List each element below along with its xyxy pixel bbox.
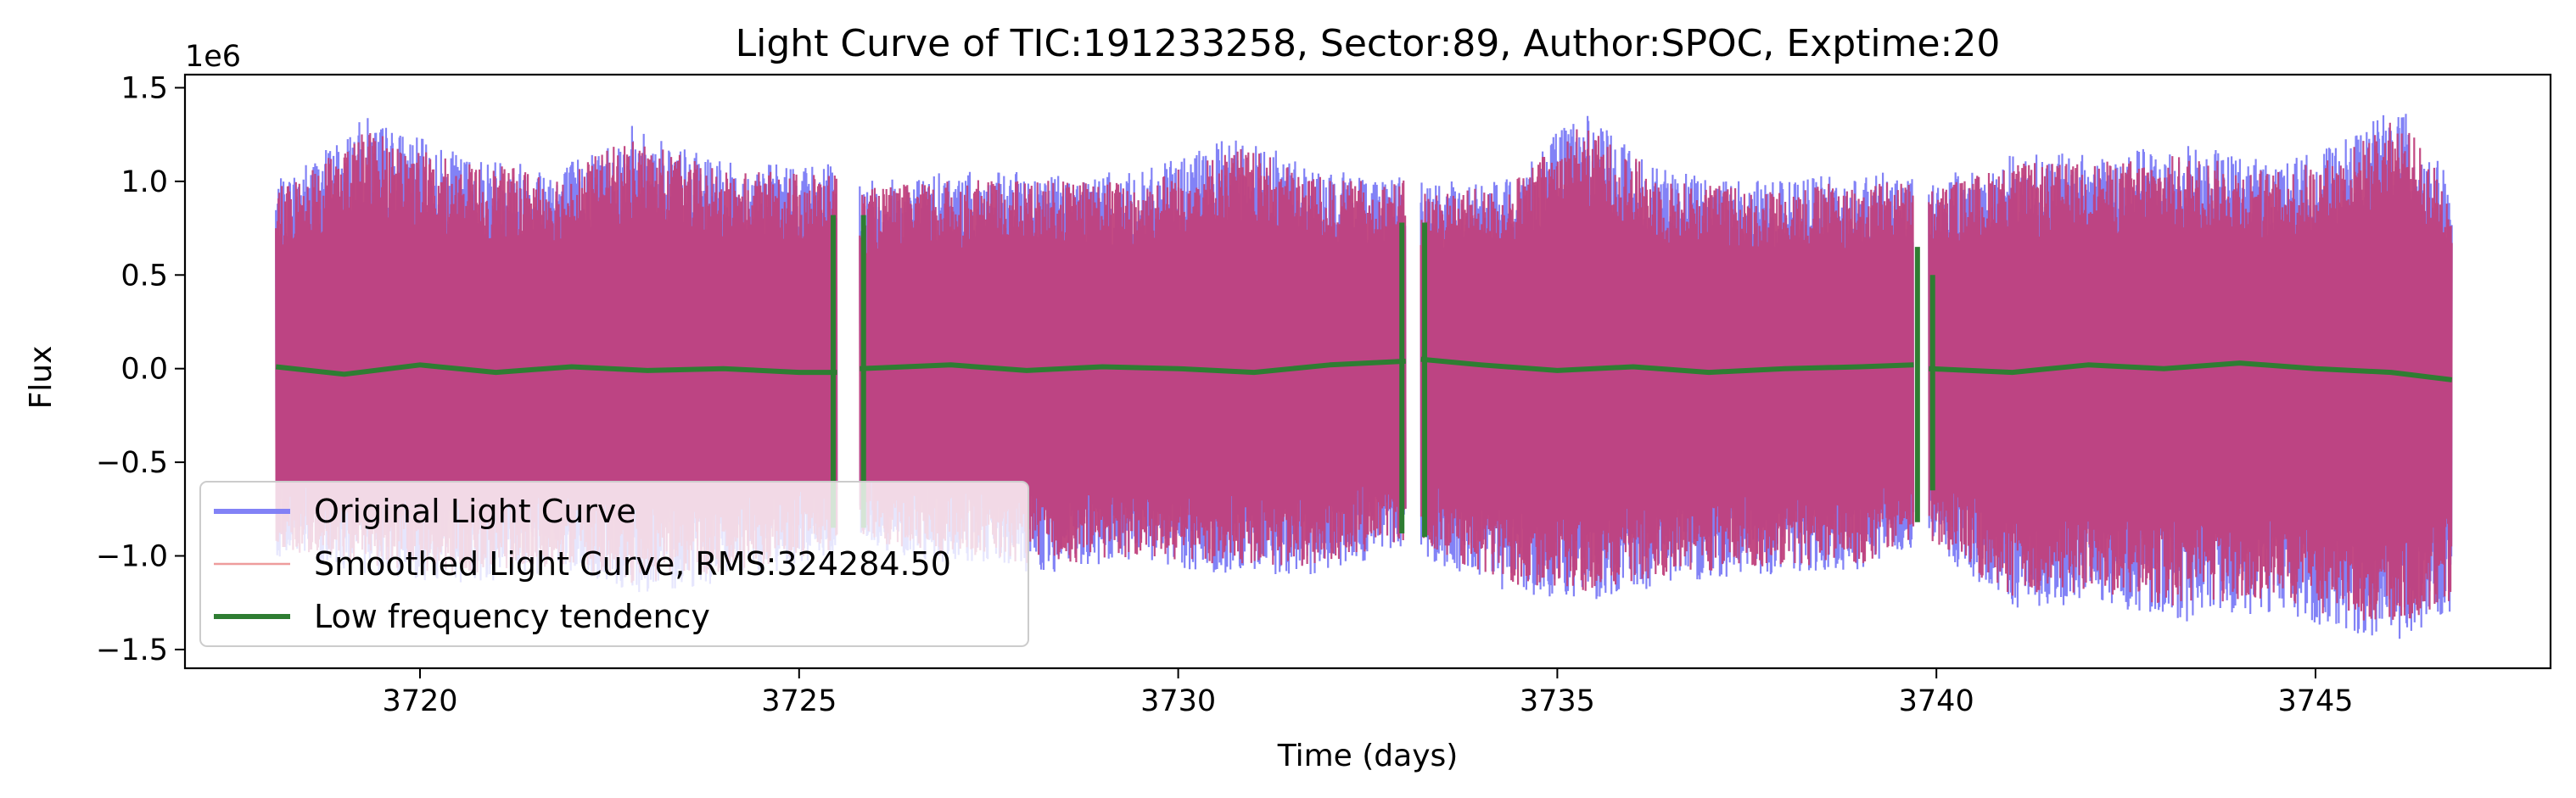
x-axis-label: Time (days) (1277, 739, 1459, 773)
legend-label-1: Original Light Curve (314, 493, 636, 530)
low-frequency-tendency-segment-1 (275, 362, 837, 377)
smoothed-light-curve-segment-3 (1420, 129, 1915, 591)
x-axis: 3720 3725 3730 3735 3740 3745 (382, 668, 2354, 718)
y-axis: −1.5 −1.0 −0.5 0.0 0.5 1.0 1.5 (96, 71, 185, 667)
y-axis-label: Flux (24, 346, 59, 410)
low-frequency-tendency-segment-4 (1929, 360, 2453, 382)
y-tick-label-4: 0.5 (120, 259, 168, 293)
y-tick-label-0: −1.5 (96, 633, 168, 667)
y-tick-label-2: −0.5 (96, 446, 168, 480)
low-frequency-tendency-segment-3 (1420, 356, 1914, 376)
y-axis-offset-label: 1e6 (185, 40, 241, 74)
plot-frame (183, 73, 2552, 670)
x-tick-label-3725: 3725 (761, 684, 837, 718)
x-tick-label-3730: 3730 (1140, 684, 1216, 718)
y-tick-label-6: 1.5 (120, 71, 168, 105)
smoothed-light-curve-segment-2 (859, 148, 1407, 566)
y-tick-label-1: −1.0 (96, 540, 168, 574)
x-tick-label-3745: 3745 (2277, 684, 2353, 718)
smoothed-light-curve-segment-4 (1928, 122, 2453, 621)
chart-title: Light Curve of TIC:191233258, Sector:89,… (736, 22, 2001, 65)
y-tick-label-3: 0.0 (120, 353, 168, 387)
legend-label-2: Smoothed Light Curve, RMS:324284.50 (314, 545, 951, 583)
legend-box (199, 481, 1029, 647)
x-tick-label-3720: 3720 (382, 684, 457, 718)
x-tick-label-3735: 3735 (1520, 684, 1595, 718)
legend: Original Light Curve Smoothed Light Curve… (199, 481, 1029, 647)
low-frequency-tendency-segment-2 (860, 358, 1406, 376)
legend-label-3: Low frequency tendency (314, 598, 710, 635)
data-layer (275, 114, 2453, 639)
y-tick-label-5: 1.0 (120, 165, 168, 199)
x-tick-label-3740: 3740 (1899, 684, 1974, 718)
